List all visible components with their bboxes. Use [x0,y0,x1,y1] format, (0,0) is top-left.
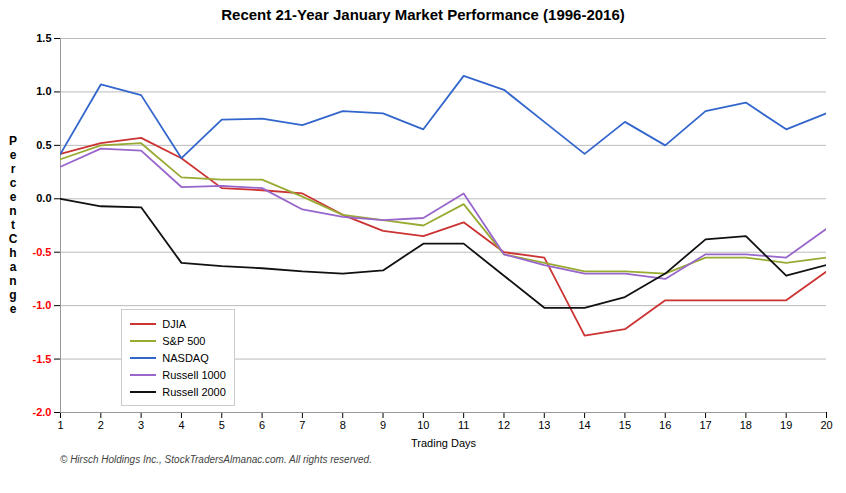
svg-text:17: 17 [699,419,711,431]
html-text:PercentChange: PercentChange [6,134,20,316]
svg-text:1.5: 1.5 [36,32,51,44]
svg-text:2: 2 [98,419,104,431]
svg-text:1.0: 1.0 [36,85,51,97]
html-text:© Hirsch Holdings Inc., StockT: © Hirsch Holdings Inc., StockTradersAlma… [60,454,372,465]
html-text:Russell 2000: Russell 2000 [162,385,226,398]
svg-text:16: 16 [659,419,671,431]
svg-text:3: 3 [138,419,144,431]
svg-text:-1.5: -1.5 [33,353,52,365]
svg-text:0.0: 0.0 [36,192,51,204]
svg-text:6: 6 [259,419,265,431]
html-text:DJIA: DJIA [162,317,187,330]
svg-text:0.5: 0.5 [36,139,51,151]
svg-text:7: 7 [299,419,305,431]
html-text:Russell 1000: Russell 1000 [162,368,226,381]
svg-text:-1.0: -1.0 [33,299,52,311]
svg-text:9: 9 [380,419,386,431]
html-text:NASDAQ: NASDAQ [162,351,209,364]
svg-text:-0.5: -0.5 [33,246,52,258]
svg-text:1: 1 [57,419,63,431]
svg-text:Trading Days: Trading Days [411,437,477,449]
svg-text:19: 19 [780,419,792,431]
svg-text:14: 14 [578,419,590,431]
html-text:Recent 21-Year January Market: Recent 21-Year January Market Performanc… [221,6,625,23]
svg-text:8: 8 [340,419,346,431]
svg-text:18: 18 [740,419,752,431]
svg-text:4: 4 [178,419,184,431]
svg-text:15: 15 [619,419,631,431]
html-text:S&P 500: S&P 500 [162,334,206,347]
svg-text:-2.0: -2.0 [33,406,52,418]
svg-text:10: 10 [417,419,429,431]
svg-text:13: 13 [538,419,550,431]
svg-text:5: 5 [219,419,225,431]
svg-text:20: 20 [820,419,832,431]
svg-text:11: 11 [458,419,469,431]
svg-text:12: 12 [498,419,510,431]
